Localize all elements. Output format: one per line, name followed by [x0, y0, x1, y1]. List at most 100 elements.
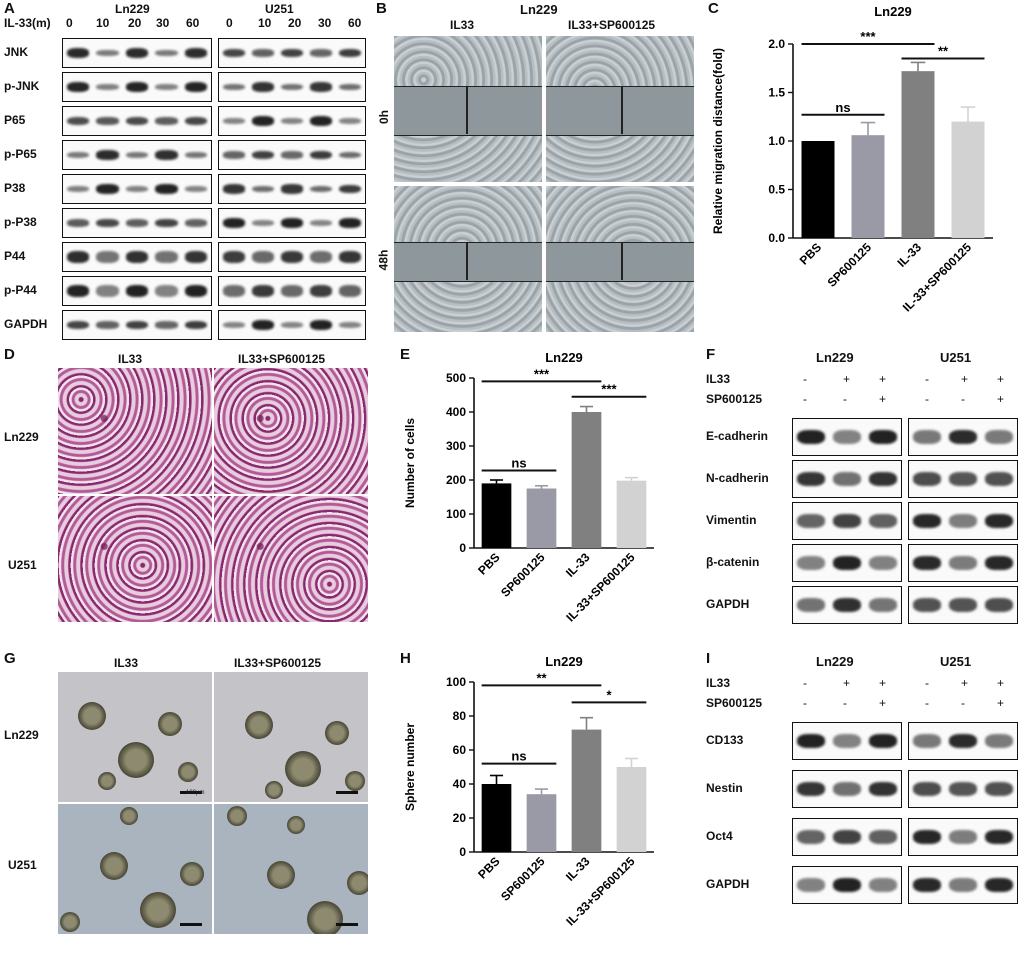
blot-band	[949, 472, 977, 486]
blot-strip-u251	[218, 106, 366, 136]
blot-band	[869, 734, 897, 748]
blot-strip-ln229	[792, 722, 902, 760]
scratch-image	[394, 36, 542, 182]
panel-f-letter: F	[706, 346, 716, 363]
blot-band	[869, 430, 897, 444]
blot-band	[985, 782, 1013, 796]
blot-band	[155, 285, 178, 297]
blot-band	[184, 116, 208, 126]
treatment-label: IL33	[706, 372, 731, 386]
x-tick-label: IL-33	[894, 240, 924, 270]
y-tick-label: 1.5	[768, 86, 785, 100]
scratch-image	[546, 186, 694, 332]
blot-band	[310, 251, 333, 263]
significance-label: **	[536, 670, 547, 685]
blot-strip-u251	[908, 818, 1018, 856]
y-axis-label: Relative migration distance(fold)	[711, 48, 725, 234]
blot-band	[339, 251, 362, 263]
blot-band	[280, 48, 304, 58]
blot-band	[985, 472, 1013, 486]
treatment-sign: +	[961, 372, 969, 386]
blot-band	[184, 82, 208, 92]
time-axis-label: IL-33(m)	[4, 16, 51, 30]
blot-band	[155, 150, 178, 160]
blot-row-label: JNK	[4, 45, 29, 59]
blot-strip-u251	[218, 72, 366, 102]
blot-band	[125, 82, 149, 92]
chart-title: Ln229	[545, 654, 583, 669]
blot-band	[155, 321, 178, 329]
sphere	[120, 807, 138, 825]
scale-bar	[180, 923, 202, 926]
significance-label: ***	[860, 29, 876, 44]
panel-a-letter: A	[4, 0, 15, 17]
panel-d-col-combo: IL33+SP600125	[238, 352, 326, 366]
blot-band	[280, 321, 304, 328]
sphere	[118, 742, 154, 778]
blot-band	[96, 150, 119, 160]
blot-band	[949, 556, 977, 570]
time-label: 60	[186, 16, 200, 30]
blot-band	[869, 878, 897, 892]
blot-strip-u251	[908, 722, 1018, 760]
blot-strip-u251	[218, 140, 366, 170]
blot-row-label: GAPDH	[4, 317, 48, 331]
blot-band	[280, 184, 304, 194]
sphere	[245, 711, 273, 739]
y-tick-label: 40	[453, 777, 467, 791]
blot-band	[913, 878, 941, 892]
blot-band	[155, 218, 178, 228]
blot-band	[222, 321, 245, 328]
chart-e-invasion: Ln229 Number of cells 0 100 200 300 400 500 PBSS…	[403, 350, 654, 625]
blot-band	[339, 151, 362, 159]
blot-band	[833, 782, 861, 796]
time-label: 0	[66, 16, 73, 30]
blot-strip-u251	[218, 38, 366, 68]
x-tick-label: PBS	[475, 854, 502, 881]
y-tick-label: 0	[459, 845, 466, 859]
blot-band	[155, 251, 178, 263]
sphere	[287, 816, 305, 834]
group-label-ln229: Ln229	[816, 350, 854, 365]
blot-band	[985, 430, 1013, 444]
blot-band	[222, 83, 245, 91]
blot-strip-u251	[908, 544, 1018, 582]
blot-strip-u251	[908, 418, 1018, 456]
blot-band	[833, 878, 861, 892]
sphere	[78, 702, 106, 730]
blot-band	[310, 285, 333, 297]
blot-strip-ln229	[62, 38, 212, 68]
blot-band	[949, 598, 977, 612]
blot-band	[797, 514, 825, 528]
blot-band	[339, 218, 362, 228]
blot-row-label: β-catenin	[706, 555, 760, 569]
treatment-label: IL33	[706, 676, 731, 690]
x-tick-label: IL-33	[563, 550, 593, 580]
sphere	[345, 771, 365, 791]
blot-band	[949, 878, 977, 892]
sphere	[267, 861, 295, 889]
time-label: 30	[156, 16, 170, 30]
y-tick-label: 500	[446, 371, 466, 385]
blot-row-label: Nestin	[706, 781, 743, 795]
scratch-image	[394, 186, 542, 332]
blot-band	[913, 734, 941, 748]
blot-strip-ln229	[62, 310, 212, 340]
blot-band	[155, 117, 178, 125]
treatment-sign: -	[961, 392, 965, 406]
panel-b-row-0h: 0h	[377, 109, 392, 125]
blot-band	[251, 320, 274, 330]
blot-band	[251, 150, 274, 160]
panel-b-title: Ln229	[520, 2, 558, 17]
treatment-sign: +	[879, 392, 887, 406]
blot-band	[96, 251, 119, 263]
blot-band	[184, 285, 208, 297]
bar-pbs	[481, 483, 512, 548]
panel-d-row-u251: U251	[8, 558, 37, 572]
blot-band	[66, 320, 90, 330]
blot-row-label: P65	[4, 113, 26, 127]
panel-i-letter: I	[706, 650, 711, 667]
blot-strip-u251	[218, 242, 366, 272]
y-tick-label: 300	[446, 439, 466, 453]
blot-band	[280, 151, 304, 159]
